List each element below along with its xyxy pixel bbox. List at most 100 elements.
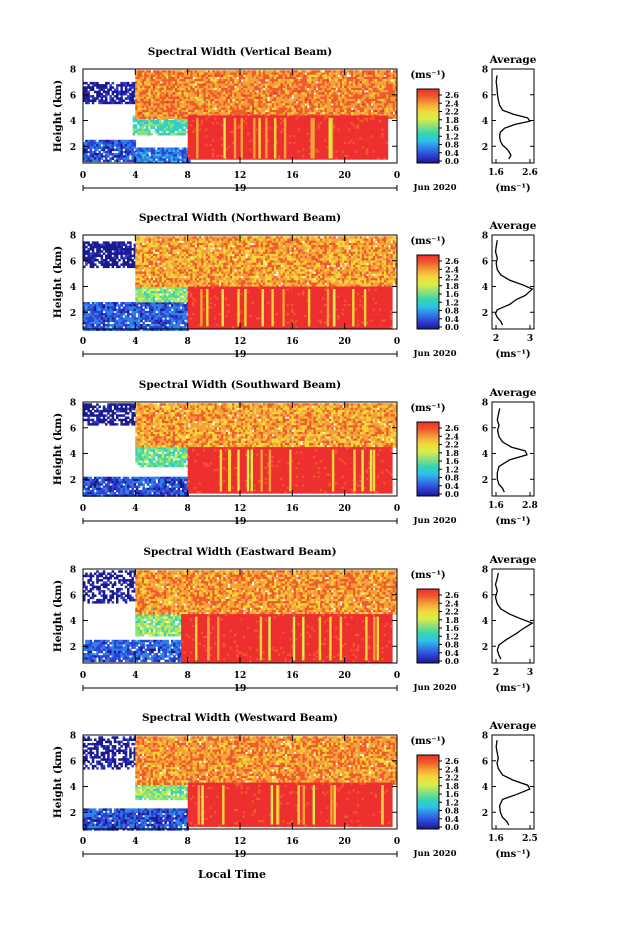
heatmap-cell (133, 126, 136, 128)
heatmap-cell (109, 149, 112, 152)
heatmap-cell (168, 154, 171, 157)
heatmap-cell (107, 155, 110, 158)
heatmap-cell (98, 93, 101, 96)
heatmap-cell (146, 131, 149, 134)
heatmap-cell (146, 133, 149, 136)
heatmap-cell (164, 150, 167, 153)
heatmap-cell (168, 152, 171, 155)
heatmap-cell (87, 146, 90, 149)
heatmap-cell (94, 84, 97, 87)
heatmap-cell (362, 70, 365, 73)
heatmap-cell (256, 70, 259, 73)
heatmap-cell (90, 155, 93, 158)
heatmap-cell (190, 73, 193, 76)
heatmap-cell (109, 144, 112, 147)
heatmap-cell (146, 159, 149, 162)
heatmap-cell (170, 124, 173, 127)
heatmap-cell (300, 70, 303, 73)
heatmap-cell (142, 70, 145, 73)
heatmap-cell (226, 70, 229, 73)
heatmap-cell (129, 151, 132, 154)
heatmap-cell (377, 70, 380, 73)
heatmap-cell (160, 152, 163, 155)
heatmap-cell (94, 153, 97, 156)
heatmap-cell (168, 133, 171, 136)
heatmap-cell (129, 93, 132, 96)
heatmap-cell (168, 124, 171, 127)
heatmap-cell (85, 146, 88, 149)
heatmap-cell (153, 150, 156, 153)
heatmap-cell (283, 70, 286, 73)
heatmap-cell (123, 155, 126, 158)
heatmap-cell (87, 157, 90, 160)
heatmap-cell (120, 153, 123, 156)
heatmap-cell (197, 73, 200, 76)
heatmap-cell (116, 153, 119, 156)
heatmap-cell (164, 156, 167, 159)
heatmap-cell (92, 100, 95, 103)
heatmap-cell (109, 89, 112, 92)
panel-vertical: Spectral Width (Vertical Beam)2468Height… (52, 46, 538, 194)
heatmap-cell (101, 100, 104, 103)
heatmap-cell (90, 157, 93, 160)
heatmap-cell (375, 70, 378, 73)
heatmap-cell (123, 84, 126, 87)
heatmap-cell (133, 133, 136, 136)
heatmap-cell (98, 140, 101, 143)
heatmap-cell (129, 160, 132, 163)
heatmap-cell (173, 156, 176, 159)
heatmap-cell (87, 84, 90, 87)
heatmap-cell (101, 146, 104, 149)
heatmap-cell (127, 91, 130, 94)
heatmap-cell (159, 122, 162, 125)
heatmap-cell (155, 120, 158, 123)
heatmap-cell (118, 93, 121, 96)
heatmap-cell (183, 129, 186, 132)
heatmap-cell (127, 149, 130, 152)
heatmap-cell (336, 70, 339, 73)
heatmap-cell (175, 150, 178, 153)
heatmap-cell (166, 154, 169, 157)
heatmap-cell (109, 142, 112, 145)
heatmap-cell (139, 129, 142, 132)
heatmap-cell (184, 148, 187, 151)
heatmap-cell (98, 144, 101, 147)
heatmap-cell (144, 159, 147, 162)
heatmap-cell (125, 84, 128, 87)
heatmap-cell (177, 148, 180, 151)
heatmap-cell (112, 82, 115, 85)
heatmap-cell (208, 70, 211, 73)
heatmap-cell (170, 131, 173, 134)
heatmap-cell (153, 73, 156, 76)
heatmap-cell (142, 120, 145, 123)
heatmap-cell (96, 91, 99, 94)
heatmap-cell (157, 133, 160, 136)
heatmap-cell (181, 126, 184, 128)
heatmap-cell (170, 120, 173, 123)
heatmap-cell (125, 155, 128, 158)
heatmap-cell (171, 150, 174, 153)
heatmap-cell (134, 142, 137, 145)
heatmap-cell (146, 120, 149, 123)
heatmap-cell (303, 70, 306, 73)
heatmap-cell (172, 124, 175, 127)
heatmap-cell (105, 140, 108, 143)
heatmap-cell (85, 89, 88, 92)
heatmap-cell (183, 133, 186, 136)
heatmap-cell (105, 153, 108, 156)
heatmap-cell (125, 89, 128, 92)
heatmap-cell (144, 129, 147, 132)
heatmap-cell (103, 140, 106, 143)
heatmap-cell (138, 159, 141, 162)
heatmap-cell (179, 159, 182, 162)
heatmap-cell (183, 131, 186, 134)
heatmap-cell (131, 157, 134, 160)
heatmap-cell (182, 70, 185, 73)
heatmap-cell (138, 70, 141, 73)
heatmap-cell (162, 154, 165, 157)
heatmap-cell (138, 150, 141, 153)
heatmap-cell (101, 93, 104, 96)
heatmap-cell (182, 156, 185, 159)
heatmap-cell (168, 150, 171, 153)
heatmap-cell (177, 126, 180, 128)
